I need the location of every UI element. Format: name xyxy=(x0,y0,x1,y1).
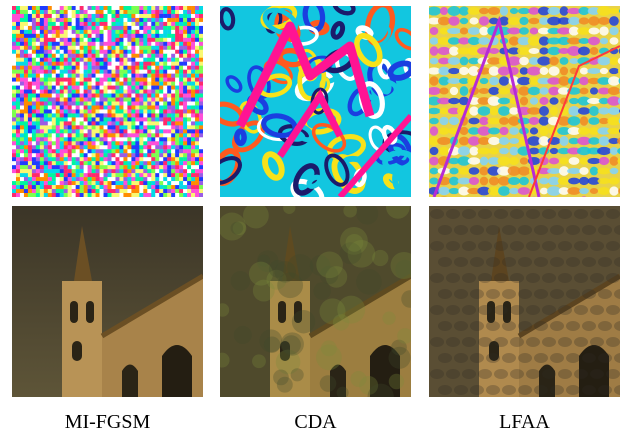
adversarial-image-lfaa xyxy=(429,206,620,397)
adversarial-image-cda xyxy=(220,206,411,397)
perturbation-cda xyxy=(220,6,411,197)
perturbation-mifgsm xyxy=(12,6,203,197)
label-cda: CDA xyxy=(294,411,337,433)
label-lfaa: LFAA xyxy=(499,411,550,433)
adversarial-image-mifgsm xyxy=(12,206,203,397)
label-mifgsm: MI-FGSM xyxy=(64,411,151,433)
perturbation-lfaa xyxy=(429,6,620,197)
